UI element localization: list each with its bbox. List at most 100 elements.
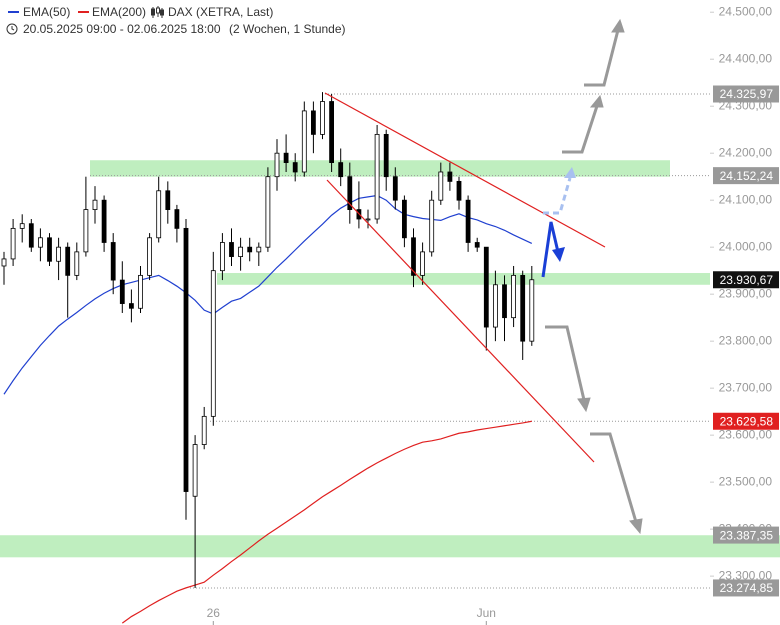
zone: [90, 160, 670, 177]
arrow-head: [589, 94, 604, 108]
candle-body: [83, 209, 89, 253]
candle-body: [274, 152, 280, 178]
y-tick-label: 23.600,00: [719, 427, 773, 441]
candle-body: [165, 190, 171, 210]
level-lines: [90, 93, 710, 589]
candle-body: [392, 176, 398, 201]
trend-line: [324, 92, 606, 248]
trend-line: [326, 179, 595, 463]
candle-body: [256, 246, 262, 253]
candle-body: [411, 237, 416, 276]
candle-body: [374, 133, 380, 220]
candle-body: [492, 284, 498, 328]
candle-icon: [151, 6, 164, 18]
candle-body: [347, 176, 353, 210]
candle-body: [483, 246, 489, 328]
arrow: [584, 29, 620, 87]
ema-line: [3, 194, 533, 395]
dashed-arrow: [543, 177, 572, 215]
grey-arrows: [545, 18, 643, 535]
level-label: 23.274,85: [720, 581, 774, 595]
y-tick-label: 23.300,00: [719, 568, 773, 582]
y-tick-label: 24.200,00: [719, 145, 773, 159]
y-tick-label: 23.500,00: [719, 474, 773, 488]
subtitle: 20.05.2025 09:00 - 02.06.2025 18:00: [23, 22, 221, 36]
level-box: [713, 412, 779, 430]
candle-body: [110, 242, 116, 281]
candle-body: [383, 133, 389, 178]
legend: EMA(50) EMA(200) DAX (XETRA, Last): [8, 5, 273, 19]
y-tick-label: 24.000,00: [719, 239, 773, 253]
chart-title: DAX (XETRA, Last): [168, 5, 273, 19]
candle-body: [229, 242, 234, 257]
candle-body: [292, 162, 298, 173]
candle-body: [65, 246, 71, 276]
y-tick-label: 24.500,00: [719, 4, 773, 18]
candle-body: [265, 176, 271, 248]
candle-body: [238, 246, 244, 257]
y-tick-label: 23.700,00: [719, 380, 773, 394]
candle-body: [10, 227, 16, 260]
candle-body: [429, 199, 435, 253]
zones: [0, 160, 780, 558]
candle-body: [520, 274, 526, 342]
level-box: [713, 167, 779, 185]
candle-body: [1, 258, 7, 267]
x-tick-label: Jun: [477, 606, 496, 620]
level-label: 23.629,58: [720, 414, 774, 428]
candle-body: [19, 223, 25, 229]
candle-body: [310, 110, 316, 135]
arrow: [590, 432, 638, 523]
candle-body: [201, 415, 207, 445]
candle-body: [192, 444, 198, 497]
y-tick-label: 24.100,00: [719, 192, 773, 206]
legend-label: EMA(200): [92, 5, 146, 19]
candle-body: [320, 101, 325, 135]
candles: [1, 92, 535, 588]
y-tick-label: 24.400,00: [719, 51, 773, 65]
candle-body: [128, 303, 134, 309]
blue-arrow: [541, 221, 560, 278]
arrow-head: [552, 247, 565, 262]
arrow-head: [611, 18, 625, 33]
arrow-head: [629, 518, 643, 535]
level-box: [713, 579, 779, 597]
candle-body: [219, 242, 225, 272]
arrow-head: [577, 397, 591, 413]
candle-body: [474, 242, 480, 248]
y-tick-label: 23.800,00: [719, 333, 773, 347]
candle-body: [101, 199, 107, 243]
annotations: [324, 18, 643, 535]
period: (2 Wochen, 1 Stunde): [229, 22, 346, 36]
x-tick-label: 26: [207, 606, 221, 620]
candle-body: [183, 227, 189, 492]
level-label: 24.325,97: [720, 87, 774, 101]
arrow: [562, 105, 599, 154]
y-tick-label: 23.900,00: [719, 286, 773, 300]
arrow-head: [564, 167, 576, 178]
candle-body: [247, 246, 253, 253]
level-box: [713, 85, 779, 103]
candle-body: [456, 180, 462, 201]
ema-lines: [3, 194, 533, 624]
clock-icon: [6, 23, 18, 35]
candle-body: [92, 199, 98, 210]
candle-body: [174, 209, 180, 229]
candle-body: [502, 284, 507, 319]
candle-body: [47, 237, 52, 262]
x-axis: 26 Jun: [207, 606, 496, 625]
candle-body: [365, 218, 371, 221]
level-labels: 24.325,97 24.152,24 23.930,67 23.629,58 23.3…: [713, 85, 779, 597]
candle-body: [210, 270, 216, 417]
level-box: [713, 526, 779, 544]
ema-line: [121, 420, 532, 624]
candle-body: [438, 171, 444, 201]
candle-body: [138, 274, 143, 309]
candle-body: [28, 223, 34, 248]
candle-body: [283, 152, 289, 163]
candle-body: [38, 237, 43, 248]
candle-body: [338, 162, 344, 178]
candle-body: [401, 199, 407, 239]
